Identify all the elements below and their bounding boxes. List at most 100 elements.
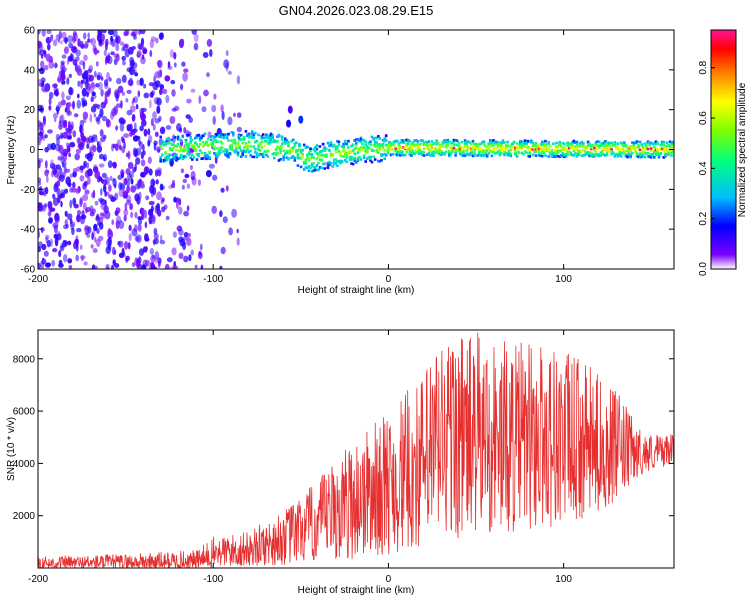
signal-cell [236, 142, 240, 146]
noise-speck [79, 125, 84, 135]
noise-speck [48, 205, 53, 213]
signal-cell [493, 141, 497, 144]
noise-speck [127, 162, 134, 169]
signal-cell [396, 150, 399, 154]
signal-cell [501, 139, 505, 142]
signal-cell [302, 162, 306, 165]
signal-cell [533, 147, 536, 151]
signal-cell [252, 133, 256, 137]
noise-speck [124, 241, 129, 250]
noise-speck [76, 99, 82, 109]
signal-cell [430, 143, 434, 147]
colorbar-tick-label: 0.4 [698, 161, 709, 175]
signal-cell [556, 150, 560, 154]
noise-speck [48, 37, 54, 42]
noise-speck [79, 40, 84, 48]
signal-cell [460, 148, 464, 152]
signal-cell [389, 153, 393, 157]
signal-cell [343, 158, 347, 162]
signal-cell [484, 151, 487, 155]
signal-cell [268, 136, 271, 140]
signal-cell [492, 150, 495, 154]
signal-cell [276, 145, 279, 149]
noise-speck [149, 92, 154, 98]
signal-cell [250, 135, 254, 139]
signal-cell [314, 146, 317, 149]
noise-speck [141, 119, 147, 127]
noise-speck [58, 174, 65, 183]
signal-cell [381, 153, 385, 157]
noise-speck [160, 234, 163, 243]
noise-speck [188, 254, 192, 262]
signal-cell [637, 146, 640, 149]
signal-cell [410, 151, 413, 154]
signal-cell [170, 148, 174, 152]
signal-cell [564, 153, 568, 156]
signal-cell [192, 144, 196, 147]
signal-cell [325, 154, 328, 158]
signal-cell [460, 140, 464, 144]
signal-cell [630, 151, 634, 155]
signal-cell [569, 151, 572, 155]
signal-cell [640, 151, 643, 155]
signal-cell [515, 142, 519, 145]
signal-cell [345, 156, 349, 159]
signal-cell [176, 142, 180, 146]
noise-speck [94, 236, 97, 243]
noise-speck [160, 32, 164, 40]
noise-speck [128, 224, 132, 232]
signal-cell [422, 141, 426, 145]
noise-speck [212, 174, 218, 181]
noise-speck [147, 139, 151, 147]
noise-speck [179, 238, 186, 247]
signal-cell [462, 149, 465, 153]
noise-speck [221, 111, 225, 120]
signal-cell [459, 148, 462, 151]
signal-cell [317, 168, 320, 172]
signal-cell [478, 150, 481, 153]
noise-speck [206, 72, 210, 78]
signal-cell [172, 143, 175, 146]
signal-cell [539, 145, 543, 149]
signal-cell [273, 156, 276, 160]
signal-cell [271, 140, 274, 143]
signal-cell [593, 146, 596, 150]
signal-cell [269, 132, 273, 136]
signal-cell [252, 145, 256, 148]
signal-cell [183, 149, 186, 153]
signal-cell [545, 142, 549, 146]
noise-speck [213, 93, 217, 100]
noise-speck [109, 40, 115, 46]
signal-cell [656, 142, 659, 145]
noise-speck [134, 72, 139, 77]
signal-cell [648, 141, 651, 145]
signal-cell [484, 153, 487, 156]
signal-cell [227, 151, 230, 155]
noise-speck [94, 170, 101, 179]
signal-cell [493, 147, 497, 150]
signal-cell [375, 144, 379, 148]
signal-cell [359, 138, 363, 141]
noise-speck [80, 214, 87, 220]
signal-cell [623, 150, 626, 154]
signal-cell [255, 152, 259, 156]
signal-cell [191, 158, 194, 161]
signal-cell [164, 156, 167, 160]
signal-cell [298, 157, 301, 160]
signal-cell [290, 148, 293, 152]
noise-speck [80, 244, 83, 250]
signal-cell [616, 145, 620, 149]
signal-cell [618, 147, 621, 151]
noise-speck [108, 184, 112, 192]
signal-cell [285, 139, 289, 142]
signal-cell [317, 161, 320, 165]
signal-cell [198, 149, 202, 152]
y-tick-label: 6000 [13, 407, 36, 418]
noise-speck [176, 199, 179, 209]
signal-cell [448, 149, 451, 153]
noise-speck [113, 183, 117, 189]
signal-cell [492, 147, 495, 151]
noise-speck [165, 125, 172, 130]
signal-cell [239, 149, 243, 153]
